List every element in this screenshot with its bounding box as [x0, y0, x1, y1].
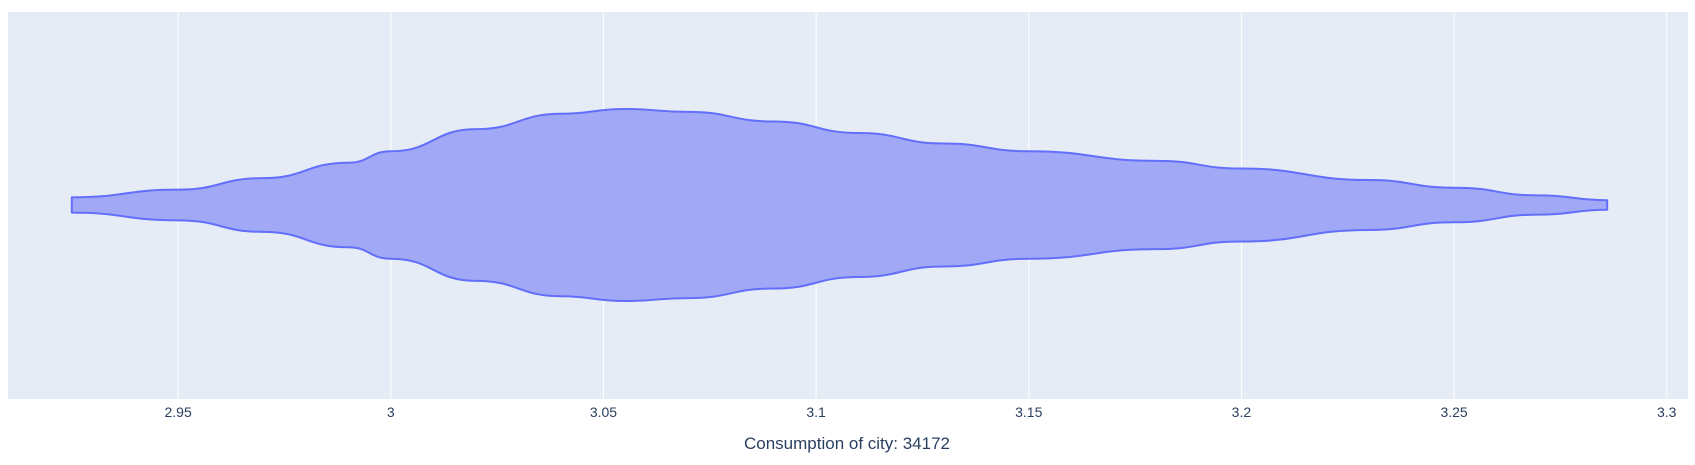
x-tick-label: 2.95: [165, 404, 192, 420]
x-tick-label: 3.15: [1015, 404, 1042, 420]
x-tick-label: 3.3: [1657, 404, 1677, 420]
x-tick-label: 3: [387, 404, 395, 420]
x-tick-label: 3.2: [1232, 404, 1252, 420]
violin-layer: [70, 108, 1609, 302]
violin-shape[interactable]: [70, 108, 1609, 302]
x-tick-label: 3.25: [1440, 404, 1467, 420]
x-axis-title: Consumption of city: 34172: [744, 434, 950, 453]
x-tick-label: 3.1: [806, 404, 826, 420]
x-tick-labels: 2.95 3 3.05 3.1 3.15 3.2 3.25 3.3: [165, 404, 1677, 420]
x-tick-label: 3.05: [590, 404, 617, 420]
